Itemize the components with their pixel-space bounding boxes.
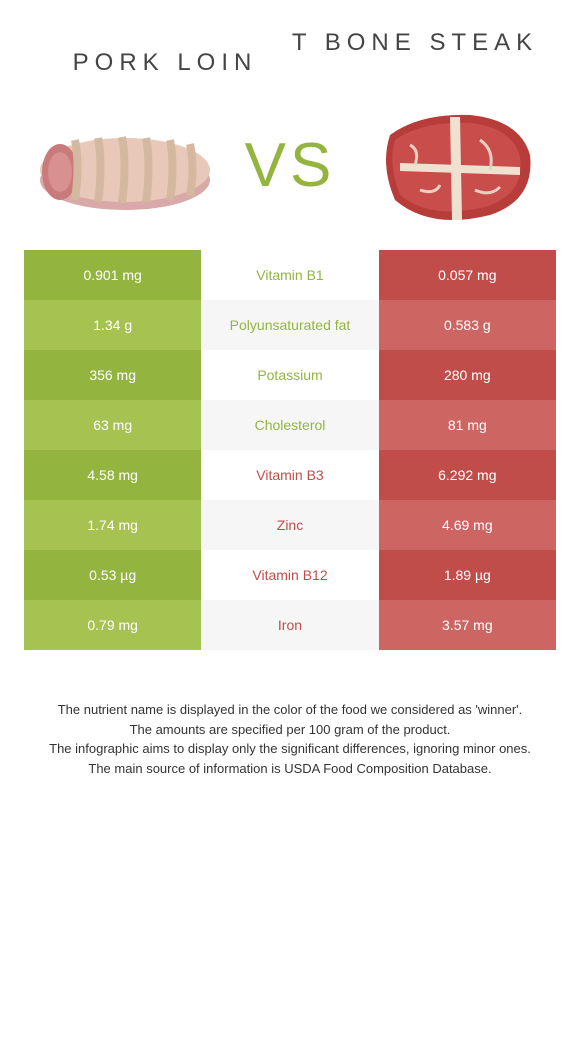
food-title-left: Pork loin <box>40 30 290 76</box>
footer-line: The main source of information is USDA F… <box>24 759 556 779</box>
right-value: 4.69 mg <box>379 500 556 550</box>
pork-loin-image <box>30 100 220 230</box>
nutrient-name: Potassium <box>201 350 378 400</box>
left-value: 0.901 mg <box>24 250 201 300</box>
nutrient-table: 0.901 mgVitamin B10.057 mg1.34 gPolyunsa… <box>0 250 580 650</box>
nutrient-name: Zinc <box>201 500 378 550</box>
vs-label: VS <box>245 130 336 201</box>
left-value: 1.74 mg <box>24 500 201 550</box>
image-row: VS <box>0 90 580 250</box>
table-row: 0.53 µgVitamin B121.89 µg <box>24 550 556 600</box>
right-value: 3.57 mg <box>379 600 556 650</box>
footer-notes: The nutrient name is displayed in the co… <box>0 650 580 778</box>
nutrient-name: Vitamin B3 <box>201 450 378 500</box>
left-value: 4.58 mg <box>24 450 201 500</box>
right-value: 280 mg <box>379 350 556 400</box>
table-row: 4.58 mgVitamin B36.292 mg <box>24 450 556 500</box>
table-row: 0.79 mgIron3.57 mg <box>24 600 556 650</box>
right-value: 0.057 mg <box>379 250 556 300</box>
tbone-steak-image <box>360 100 550 230</box>
table-row: 0.901 mgVitamin B10.057 mg <box>24 250 556 300</box>
left-value: 63 mg <box>24 400 201 450</box>
food-title-right: T bone steak <box>290 30 540 56</box>
table-row: 1.34 gPolyunsaturated fat0.583 g <box>24 300 556 350</box>
right-value: 1.89 µg <box>379 550 556 600</box>
footer-line: The amounts are specified per 100 gram o… <box>24 720 556 740</box>
left-value: 0.79 mg <box>24 600 201 650</box>
table-row: 1.74 mgZinc4.69 mg <box>24 500 556 550</box>
left-value: 1.34 g <box>24 300 201 350</box>
table-row: 356 mgPotassium280 mg <box>24 350 556 400</box>
nutrient-name: Vitamin B12 <box>201 550 378 600</box>
right-value: 6.292 mg <box>379 450 556 500</box>
header: Pork loin T bone steak <box>0 0 580 90</box>
nutrient-name: Cholesterol <box>201 400 378 450</box>
table-row: 63 mgCholesterol81 mg <box>24 400 556 450</box>
nutrient-name: Iron <box>201 600 378 650</box>
left-value: 356 mg <box>24 350 201 400</box>
footer-line: The nutrient name is displayed in the co… <box>24 700 556 720</box>
left-value: 0.53 µg <box>24 550 201 600</box>
footer-line: The infographic aims to display only the… <box>24 739 556 759</box>
right-value: 81 mg <box>379 400 556 450</box>
right-value: 0.583 g <box>379 300 556 350</box>
nutrient-name: Polyunsaturated fat <box>201 300 378 350</box>
nutrient-name: Vitamin B1 <box>201 250 378 300</box>
